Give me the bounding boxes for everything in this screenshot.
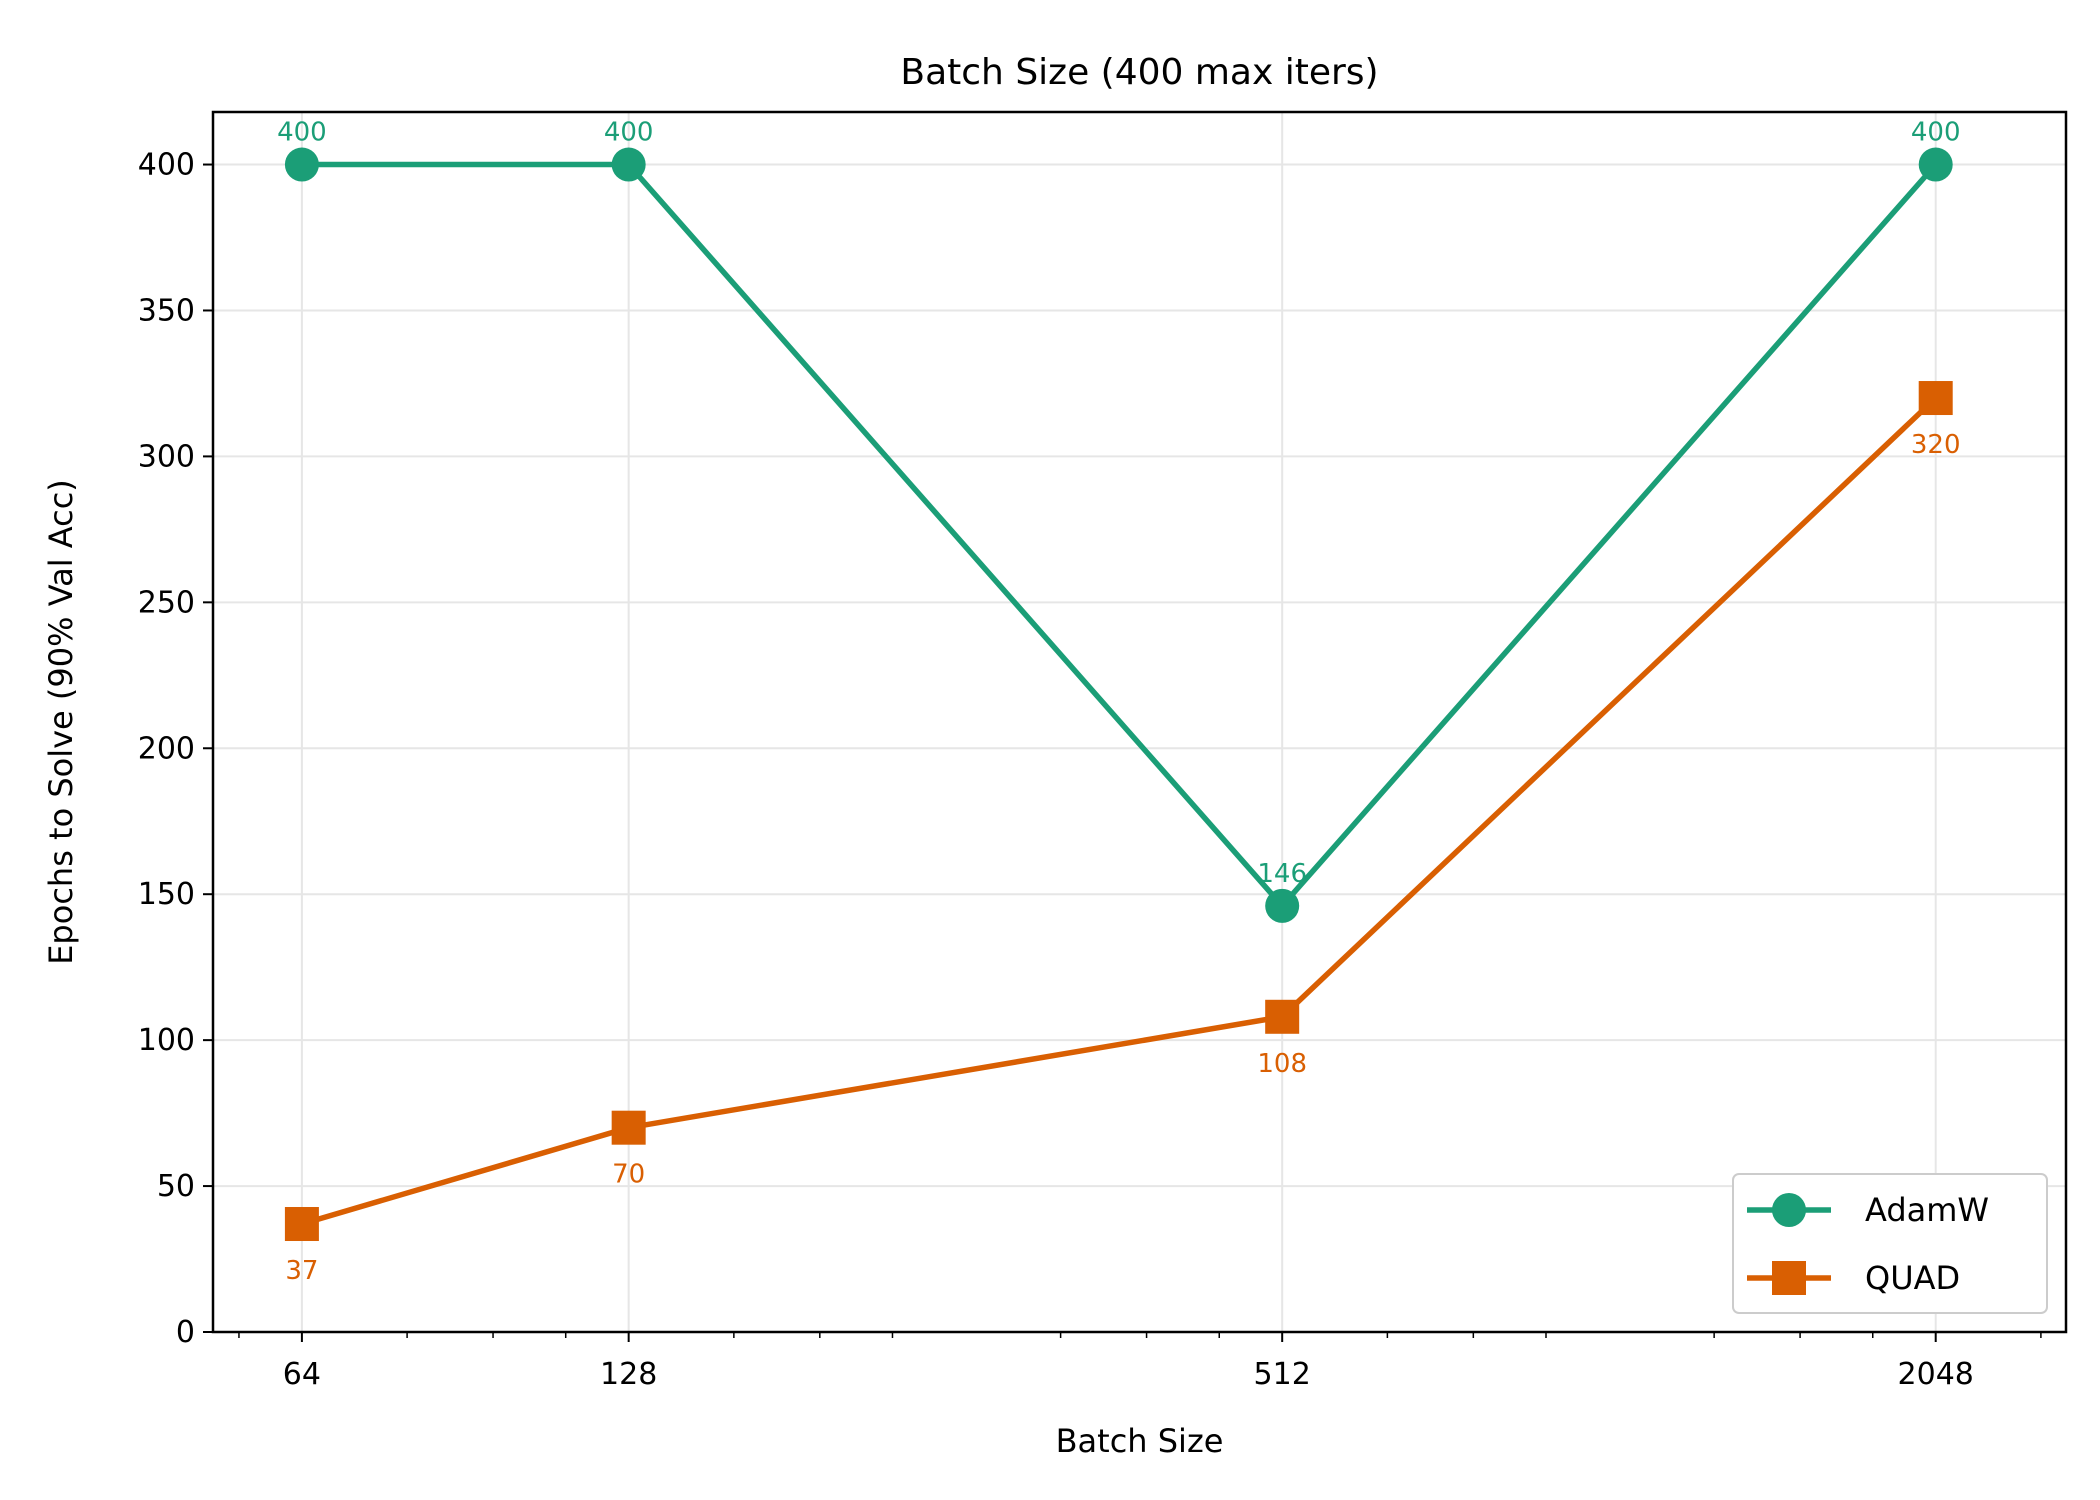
legend: AdamW QUAD bbox=[1732, 1173, 2048, 1314]
data-point bbox=[1265, 888, 1300, 923]
y-tick-label: 250 bbox=[138, 585, 195, 620]
legend-items: AdamW QUAD bbox=[1747, 1191, 1989, 1297]
y-tick-label: 200 bbox=[138, 731, 195, 766]
y-tick-label: 0 bbox=[176, 1315, 195, 1350]
data-point bbox=[1265, 999, 1300, 1034]
legend-item-quad: QUAD bbox=[1747, 1259, 1960, 1297]
data-point bbox=[1918, 147, 1953, 182]
legend-label: AdamW bbox=[1865, 1191, 1989, 1229]
chart-title: Batch Size (400 max iters) bbox=[900, 52, 1378, 93]
axes: 0 50 100 150 200 250 300 350 400 64 128 512 2048 bbox=[138, 148, 2042, 1392]
x-axis-label: Batch Size bbox=[1056, 1422, 1224, 1460]
series-line bbox=[301, 161, 1938, 909]
legend-item-adamw: AdamW bbox=[1747, 1191, 1989, 1229]
data-point bbox=[611, 1110, 646, 1145]
y-tick-label: 50 bbox=[157, 1169, 195, 1204]
x-tick-label: 64 bbox=[283, 1357, 321, 1392]
series-quad: 37 70 108 320 bbox=[284, 381, 1961, 1286]
legend-label: QUAD bbox=[1865, 1259, 1960, 1297]
series-adamw: 400 400 146 400 bbox=[277, 118, 1961, 923]
data-label: 146 bbox=[1257, 859, 1307, 889]
y-tick-label: 300 bbox=[138, 439, 195, 474]
data-point bbox=[1918, 381, 1953, 416]
series-line bbox=[301, 396, 1938, 1227]
legend-marker bbox=[1772, 1261, 1806, 1295]
data-label: 70 bbox=[612, 1160, 645, 1190]
y-tick-label: 400 bbox=[138, 148, 195, 183]
x-tick-label: 128 bbox=[600, 1357, 657, 1392]
data-label: 108 bbox=[1257, 1049, 1307, 1079]
series-layer: 400 400 146 400 37 70 108 320 bbox=[277, 118, 1960, 1286]
data-point bbox=[284, 1207, 319, 1242]
data-label: 320 bbox=[1911, 430, 1961, 460]
data-point bbox=[611, 147, 646, 182]
x-tick-label: 512 bbox=[1254, 1357, 1311, 1392]
data-point bbox=[284, 147, 319, 182]
data-label: 400 bbox=[604, 118, 654, 148]
data-label: 37 bbox=[285, 1256, 318, 1286]
y-axis-label: Epochs to Solve (90% Val Acc) bbox=[42, 479, 80, 965]
y-tick-label: 100 bbox=[138, 1023, 195, 1058]
y-tick-label: 350 bbox=[138, 293, 195, 328]
data-label: 400 bbox=[1911, 118, 1961, 148]
data-label: 400 bbox=[277, 118, 327, 148]
x-tick-label: 2048 bbox=[1898, 1357, 1974, 1392]
plot-frame bbox=[211, 110, 2068, 1334]
y-tick-label: 150 bbox=[138, 877, 195, 912]
legend-marker bbox=[1772, 1193, 1806, 1227]
